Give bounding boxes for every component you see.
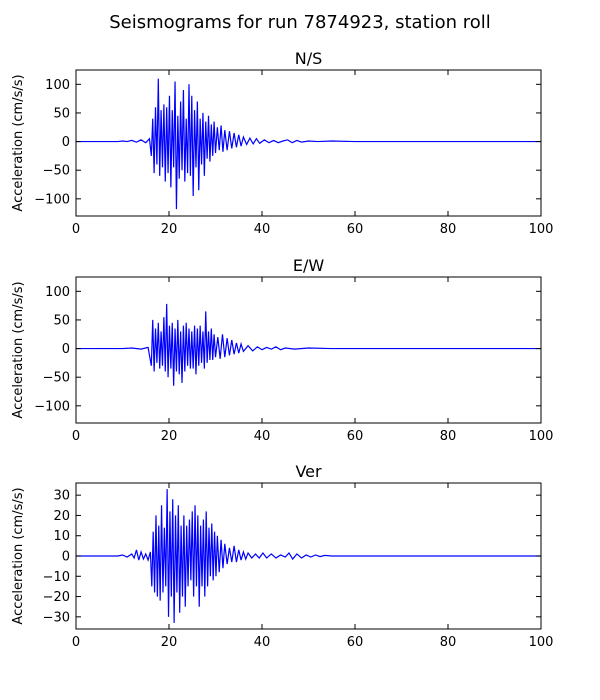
x-tick-label: 100 [529,429,554,444]
x-tick-label: 80 [440,429,457,444]
x-tick-label: 0 [72,222,80,237]
x-tick-label: 20 [161,222,178,237]
x-tick-label: 100 [529,222,554,237]
y-tick-label: 10 [53,529,70,544]
y-tick-label: 100 [45,78,70,93]
y-tick-label: 30 [53,489,70,504]
y-tick-label: −100 [34,399,70,414]
y-tick-label: −30 [43,610,70,625]
series-line [76,303,541,386]
panel-e-w: E/W Acceleration (cm/s/s) 0 20 40 60 80 100 −100… [11,256,553,444]
y-tick-label: 50 [53,313,70,328]
x-tick-label: 20 [161,635,178,650]
y-tick-label: 20 [53,509,70,524]
panel-n-s: N/S Acceleration (cm/s/s) 0 20 40 60 80 100 −100… [11,49,553,237]
x-tick-label: 60 [347,429,364,444]
axes-frame [75,69,542,217]
y-tick-label: −50 [43,164,70,179]
y-axis-label: Acceleration (cm/s/s) [11,487,26,624]
y-tick-label: −20 [43,590,70,605]
x-tick-label: 0 [72,429,80,444]
figure-title: Seismograms for run 7874923, station rol… [109,12,491,33]
y-tick-label: −100 [34,192,70,207]
y-tick-label: 0 [62,135,70,150]
x-tick-label: 40 [254,222,271,237]
y-tick-label: −10 [43,570,70,585]
panel-title: N/S [295,49,323,68]
series-line [76,489,541,623]
x-tick-label: 20 [161,429,178,444]
y-tick-label: 0 [62,342,70,357]
axes-frame [75,276,542,424]
x-tick-label: 40 [254,429,271,444]
y-tick-label: 50 [53,106,70,121]
y-axis-label: Acceleration (cm/s/s) [11,281,26,418]
series-line [76,78,541,210]
panel-title: Ver [295,462,322,481]
y-tick-label: 0 [62,550,70,565]
y-tick-label: 100 [45,285,70,300]
x-tick-label: 80 [440,222,457,237]
x-tick-label: 80 [440,635,457,650]
x-tick-label: 60 [347,635,364,650]
x-tick-label: 60 [347,222,364,237]
x-tick-label: 100 [529,635,554,650]
y-axis-label: Acceleration (cm/s/s) [11,74,26,211]
panel-title: E/W [293,256,325,275]
y-tick-label: −50 [43,371,70,386]
x-tick-label: 40 [254,635,271,650]
x-tick-label: 0 [72,635,80,650]
